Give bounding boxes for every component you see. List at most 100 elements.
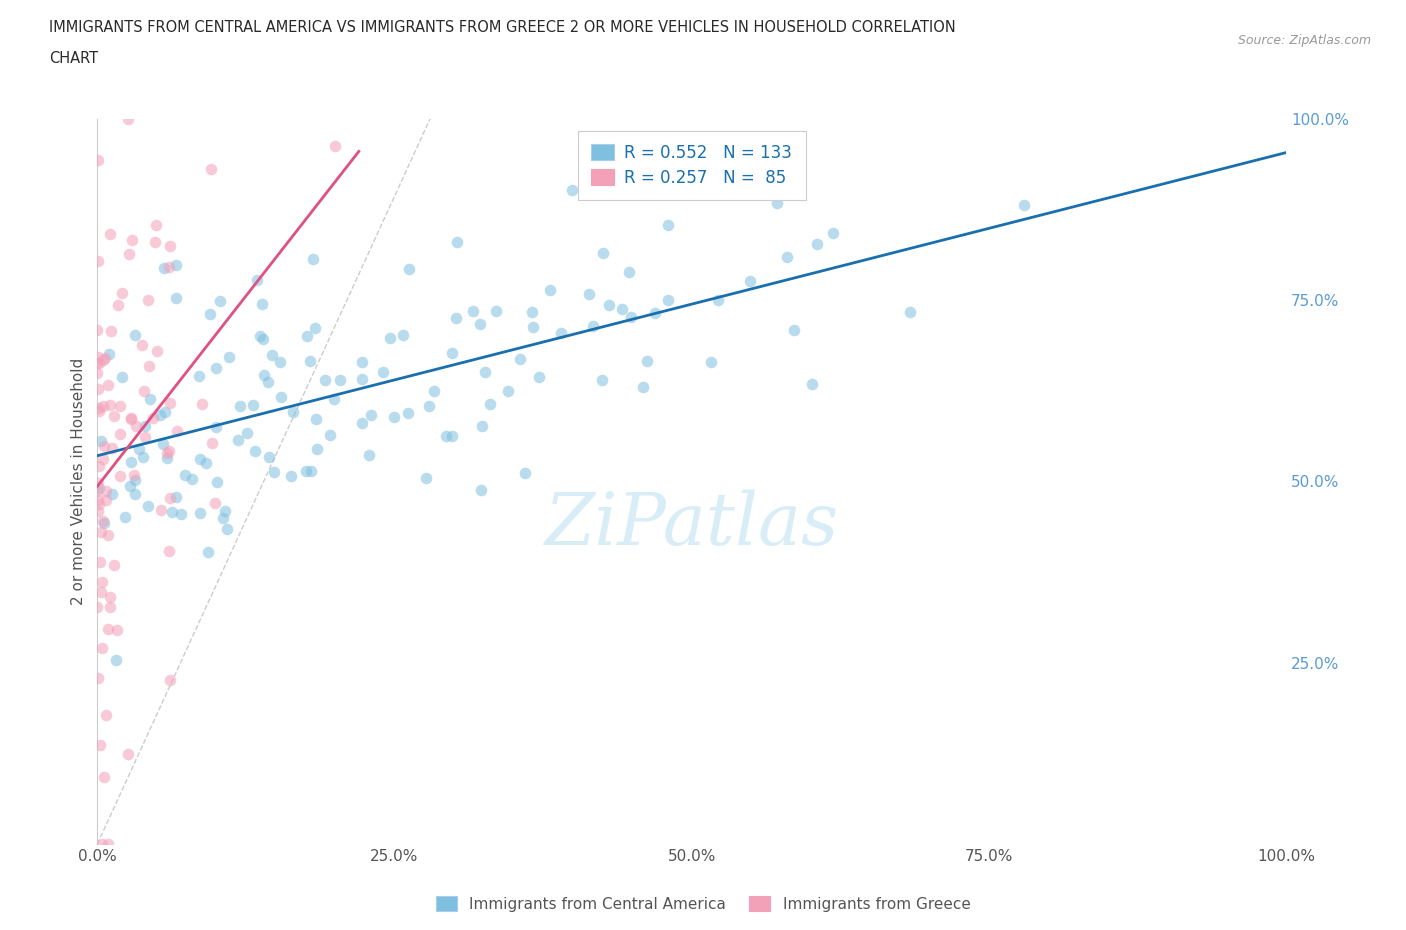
Point <box>550 326 572 340</box>
Point <box>93 769 115 784</box>
Point <box>159 395 181 410</box>
Point <box>522 320 544 335</box>
Point <box>124 327 146 342</box>
Point <box>157 259 180 274</box>
Point <box>783 323 806 338</box>
Point <box>87 381 110 396</box>
Point <box>612 302 634 317</box>
Point <box>520 305 543 320</box>
Point <box>87 153 110 167</box>
Point <box>620 310 643 325</box>
Point <box>120 455 142 470</box>
Point <box>538 283 561 298</box>
Point <box>806 236 828 251</box>
Point <box>134 384 156 399</box>
Point <box>139 391 162 405</box>
Point <box>124 472 146 487</box>
Point <box>253 367 276 382</box>
Point <box>107 298 129 312</box>
Point <box>100 324 122 339</box>
Point <box>159 239 181 254</box>
Point <box>299 463 322 478</box>
Point <box>105 623 128 638</box>
Point <box>143 234 166 249</box>
Point <box>86 365 108 380</box>
Point <box>644 306 666 321</box>
Point <box>270 390 292 405</box>
Point <box>187 368 209 383</box>
Point <box>205 361 228 376</box>
Point <box>352 355 374 370</box>
Point <box>111 286 134 300</box>
Point <box>205 419 228 434</box>
Point <box>214 504 236 519</box>
Point <box>243 444 266 458</box>
Point <box>98 226 121 241</box>
Y-axis label: 2 or more Vehicles in Household: 2 or more Vehicles in Household <box>72 358 86 604</box>
Text: IMMIGRANTS FROM CENTRAL AMERICA VS IMMIGRANTS FROM GREECE 2 OR MORE VEHICLES IN : IMMIGRANTS FROM CENTRAL AMERICA VS IMMIG… <box>49 20 956 35</box>
Point <box>249 329 271 344</box>
Point <box>226 432 249 447</box>
Point <box>108 398 131 413</box>
Point <box>212 511 235 525</box>
Point <box>446 235 468 250</box>
Point <box>94 492 117 507</box>
Point <box>513 466 536 481</box>
Point <box>898 305 921 320</box>
Point <box>198 306 221 321</box>
Point <box>578 286 600 301</box>
Text: Source: ZipAtlas.com: Source: ZipAtlas.com <box>1237 34 1371 47</box>
Point <box>89 555 111 570</box>
Point <box>215 521 238 536</box>
Point <box>98 398 121 413</box>
Point <box>188 452 211 467</box>
Point <box>117 112 139 126</box>
Point <box>582 318 605 333</box>
Point <box>86 323 108 338</box>
Point <box>90 525 112 539</box>
Point <box>440 429 463 444</box>
Point <box>97 837 120 852</box>
Point <box>97 622 120 637</box>
Point <box>134 430 156 445</box>
Point <box>87 480 110 495</box>
Point <box>159 490 181 505</box>
Point <box>103 557 125 572</box>
Point <box>398 262 420 277</box>
Point <box>174 468 197 483</box>
Point <box>157 543 180 558</box>
Point <box>87 254 110 269</box>
Point <box>86 350 108 365</box>
Point <box>396 406 419 421</box>
Point <box>90 584 112 599</box>
Legend: R = 0.552   N = 133, R = 0.257   N =  85: R = 0.552 N = 133, R = 0.257 N = 85 <box>578 130 806 200</box>
Point <box>188 505 211 520</box>
Point <box>740 273 762 288</box>
Point <box>201 435 224 450</box>
Point <box>87 493 110 508</box>
Point <box>90 575 112 590</box>
Point <box>498 383 520 398</box>
Point <box>280 469 302 484</box>
Point <box>422 383 444 398</box>
Point <box>157 444 180 458</box>
Point <box>86 355 108 370</box>
Point <box>152 260 174 275</box>
Point <box>136 498 159 513</box>
Point <box>418 398 440 413</box>
Point <box>191 396 214 411</box>
Point <box>246 272 269 287</box>
Point <box>380 331 402 346</box>
Point <box>138 359 160 374</box>
Point <box>485 304 508 319</box>
Point <box>269 354 291 369</box>
Point <box>434 429 457 444</box>
Point <box>159 673 181 688</box>
Point <box>149 502 172 517</box>
Point <box>91 352 114 367</box>
Point <box>93 439 115 454</box>
Point <box>509 352 531 366</box>
Point <box>87 404 110 418</box>
Point <box>371 365 394 380</box>
Point <box>468 316 491 331</box>
